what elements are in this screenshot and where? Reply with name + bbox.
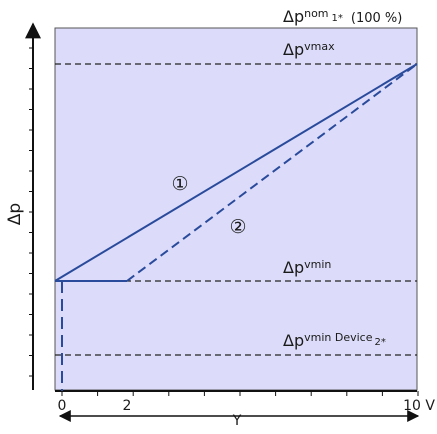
x-axis-ticks (61, 391, 419, 396)
x-tick-label-0: 0 (58, 398, 67, 414)
vmin-device-level-label: Δpvmin Device 2* (283, 331, 386, 350)
curve-2-ramp-line (126, 63, 418, 282)
nom-level-label: Δpnom 1* (100 %) (283, 7, 402, 26)
plot-area (54, 27, 418, 391)
x-tick-label-2: 2 (123, 398, 132, 414)
vmin-level-label: Δpvmin (283, 258, 331, 277)
curve-1-line (54, 63, 418, 282)
curve-1-marker: ① (171, 173, 188, 195)
vmax-level-label: Δpvmax (283, 40, 335, 59)
x-tick-label-10: 10 V (403, 398, 435, 414)
curve-2-marker: ② (229, 216, 246, 238)
y-axis-label: Δp (5, 203, 25, 225)
y-axis-ticks (29, 47, 33, 377)
